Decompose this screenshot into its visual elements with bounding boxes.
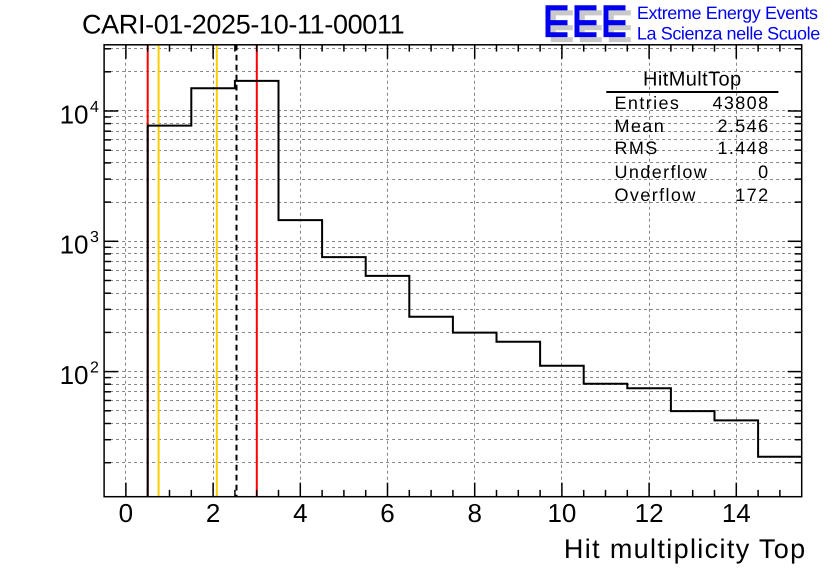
svg-text:Extreme Energy Events: Extreme Energy Events — [637, 3, 818, 23]
svg-text:43808: 43808 — [712, 93, 769, 113]
svg-text:6: 6 — [380, 498, 394, 528]
svg-text:10: 10 — [60, 99, 89, 129]
svg-text:Hit multiplicity Top: Hit multiplicity Top — [564, 534, 807, 564]
svg-text:2: 2 — [90, 360, 99, 377]
svg-text:CARI-01-2025-10-11-00011: CARI-01-2025-10-11-00011 — [82, 10, 404, 40]
svg-text:Mean: Mean — [615, 116, 666, 136]
svg-text:4: 4 — [90, 99, 99, 116]
svg-text:10: 10 — [60, 360, 89, 390]
svg-text:0: 0 — [758, 162, 769, 182]
svg-text:12: 12 — [635, 498, 664, 528]
svg-text:4: 4 — [293, 498, 307, 528]
svg-text:Entries: Entries — [615, 93, 681, 113]
svg-text:8: 8 — [467, 498, 481, 528]
svg-text:0: 0 — [119, 498, 133, 528]
svg-text:Overflow: Overflow — [615, 185, 697, 205]
svg-text:Underflow: Underflow — [615, 162, 709, 182]
svg-text:10: 10 — [547, 498, 576, 528]
svg-text:2: 2 — [206, 498, 220, 528]
svg-text:La Scienza nelle Scuole: La Scienza nelle Scuole — [637, 23, 820, 43]
svg-text:3: 3 — [90, 229, 99, 246]
svg-text:172: 172 — [735, 185, 769, 205]
svg-text:2.546: 2.546 — [717, 116, 769, 136]
svg-text:1.448: 1.448 — [717, 138, 769, 158]
svg-text:14: 14 — [722, 498, 751, 528]
svg-text:10: 10 — [60, 230, 89, 260]
svg-text:RMS: RMS — [615, 138, 659, 158]
svg-text:HitMultTop: HitMultTop — [643, 68, 741, 90]
